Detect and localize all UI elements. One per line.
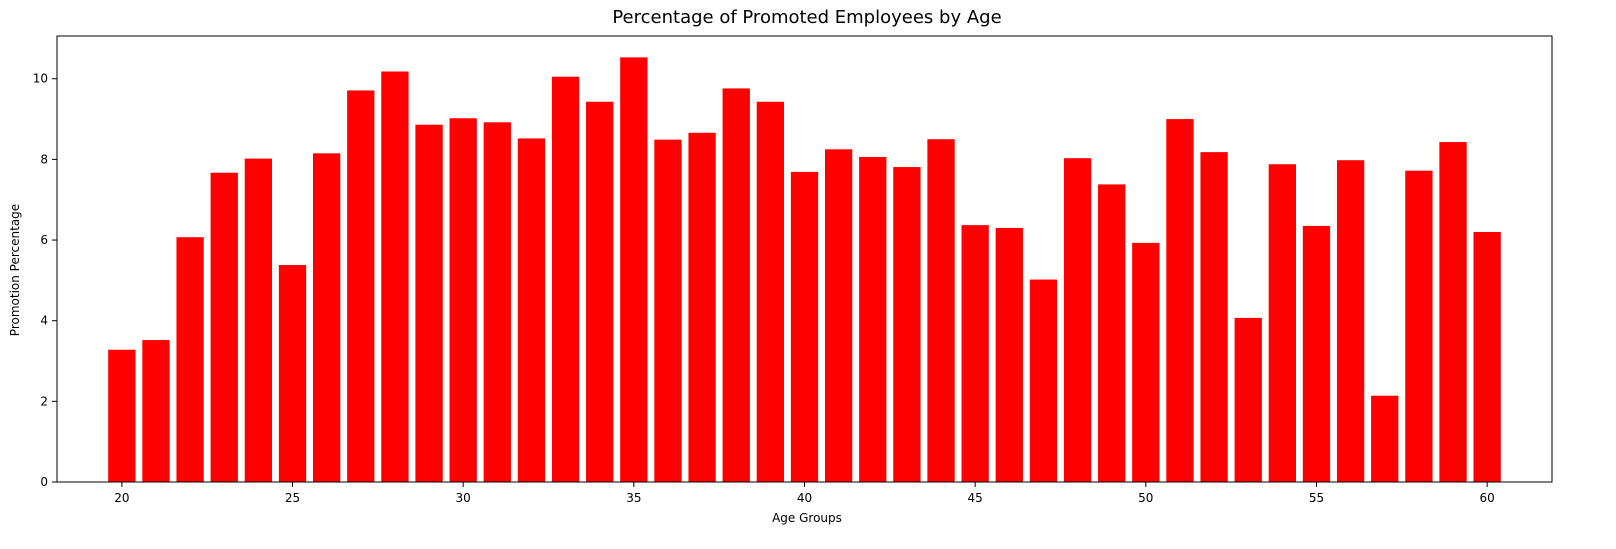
bar-age-48	[1063, 158, 1092, 482]
x-tick-label: 35	[626, 491, 641, 505]
x-tick-label: 30	[456, 491, 471, 505]
x-axis-label: Age Groups	[772, 511, 842, 525]
x-axis: 20 25 30 35 40 45 50 55 60	[114, 482, 1495, 505]
x-tick-label: 40	[797, 491, 812, 505]
x-tick-label: 20	[114, 491, 129, 505]
y-tick-label: 2	[40, 394, 48, 408]
bar-age-30	[449, 118, 477, 483]
bar-age-54	[1268, 164, 1297, 482]
y-tick-label: 8	[40, 152, 48, 166]
bar-age-42	[859, 156, 887, 482]
x-tick-label: 25	[285, 491, 300, 505]
bar-age-27	[347, 90, 375, 482]
bar-age-34	[586, 101, 614, 482]
bar-age-58	[1405, 170, 1433, 482]
bar-age-52	[1200, 152, 1228, 482]
y-axis-label: Promotion Percentage	[8, 204, 22, 336]
x-tick-label: 45	[968, 491, 983, 505]
bar-age-26	[312, 153, 341, 482]
bar-age-59	[1439, 142, 1467, 482]
bar-age-60	[1473, 231, 1501, 482]
bar-age-47	[1029, 279, 1058, 482]
x-tick-label: 55	[1309, 491, 1324, 505]
x-tick-label: 50	[1138, 491, 1153, 505]
y-tick-label: 0	[40, 475, 48, 489]
bar-age-40	[790, 171, 819, 483]
bar-age-50	[1132, 242, 1160, 482]
bar-age-37	[688, 132, 716, 482]
bar-age-41	[824, 149, 853, 483]
bar-age-53	[1234, 317, 1262, 482]
bar-age-35	[620, 57, 648, 483]
bar-age-56	[1336, 160, 1365, 483]
x-tick-label: 60	[1480, 491, 1495, 505]
y-tick-label: 4	[40, 314, 48, 328]
y-tick-label: 10	[33, 72, 48, 86]
bar-age-21	[142, 340, 170, 482]
bar-age-57	[1371, 395, 1399, 482]
y-axis: 0 2 4 6 8 10	[33, 72, 57, 489]
bar-age-49	[1098, 184, 1126, 482]
bar-age-36	[654, 139, 682, 482]
bar-age-23	[210, 172, 238, 482]
bar-age-32	[517, 138, 546, 482]
bar-age-39	[756, 101, 785, 482]
y-tick-label: 6	[40, 233, 48, 247]
bar-age-28	[381, 71, 409, 482]
bar-age-43	[893, 167, 921, 482]
bars	[108, 57, 1501, 483]
bar-age-38	[722, 88, 750, 482]
bar-age-51	[1166, 119, 1194, 482]
bar-age-20	[108, 349, 136, 482]
bar-age-45	[961, 225, 989, 482]
bar-age-44	[927, 139, 955, 482]
bar-age-33	[551, 76, 580, 482]
bar-age-25	[278, 265, 307, 482]
bar-age-46	[995, 227, 1023, 482]
bar-age-31	[483, 122, 511, 482]
bar-age-22	[176, 237, 204, 482]
chart-title: Percentage of Promoted Employees by Age	[612, 7, 1001, 28]
bar-age-29	[415, 124, 443, 482]
bar-age-55	[1302, 225, 1331, 482]
bar-age-24	[244, 158, 273, 482]
